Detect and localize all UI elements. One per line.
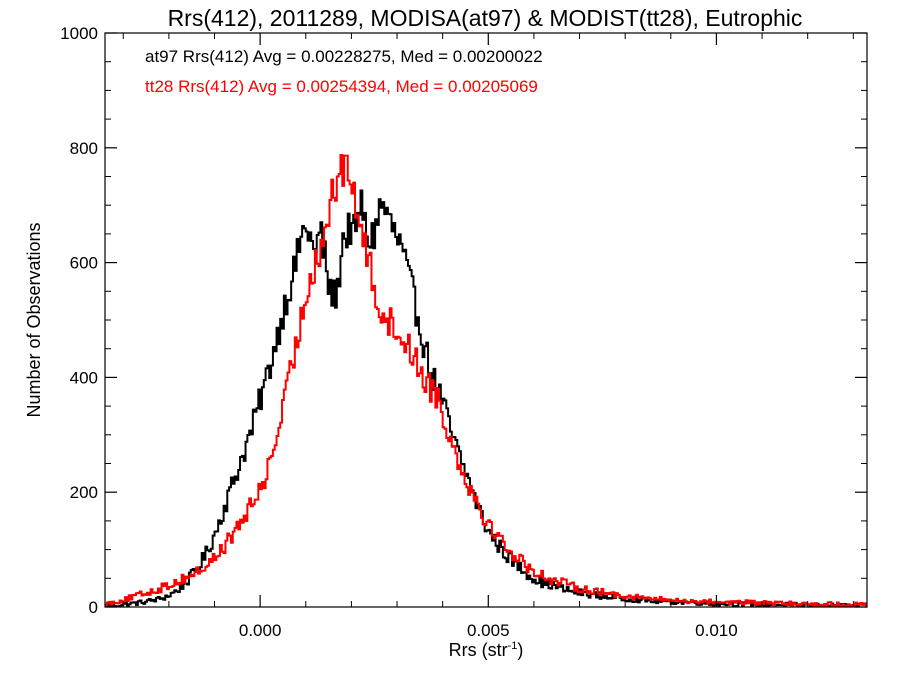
y-tick-label: 1000: [60, 24, 98, 43]
series-line-at97: [105, 189, 867, 607]
y-tick-label: 0: [89, 598, 98, 617]
ticks-layer: 0.000 0.005 0.010 0 200 400 600 800 1000: [60, 24, 867, 640]
y-tick-label: 200: [70, 483, 98, 502]
series-layer: [105, 154, 867, 607]
x-axis-label-close: ): [517, 640, 523, 660]
series-line-tt28: [105, 154, 867, 607]
series-annotation-at97: at97 Rrs(412) Avg = 0.00228275, Med = 0.…: [145, 47, 543, 66]
series-annotation-tt28: tt28 Rrs(412) Avg = 0.00254394, Med = 0.…: [145, 77, 538, 96]
y-tick-label: 600: [70, 254, 98, 273]
chart-title: Rrs(412), 2011289, MODISA(at97) & MODIST…: [168, 5, 803, 31]
y-tick-label: 800: [70, 139, 98, 158]
x-tick-label: 0.000: [239, 621, 282, 640]
x-axis-label-superscript: -1: [508, 640, 518, 652]
x-axis-label-main: Rrs (str: [449, 640, 508, 660]
x-tick-label: 0.005: [467, 621, 510, 640]
x-tick-label: 0.010: [695, 621, 738, 640]
y-axis-label: Number of Observations: [24, 222, 44, 417]
y-tick-label: 400: [70, 368, 98, 387]
plot-area: [105, 154, 867, 607]
x-axis-label: Rrs (str-1): [449, 640, 524, 660]
